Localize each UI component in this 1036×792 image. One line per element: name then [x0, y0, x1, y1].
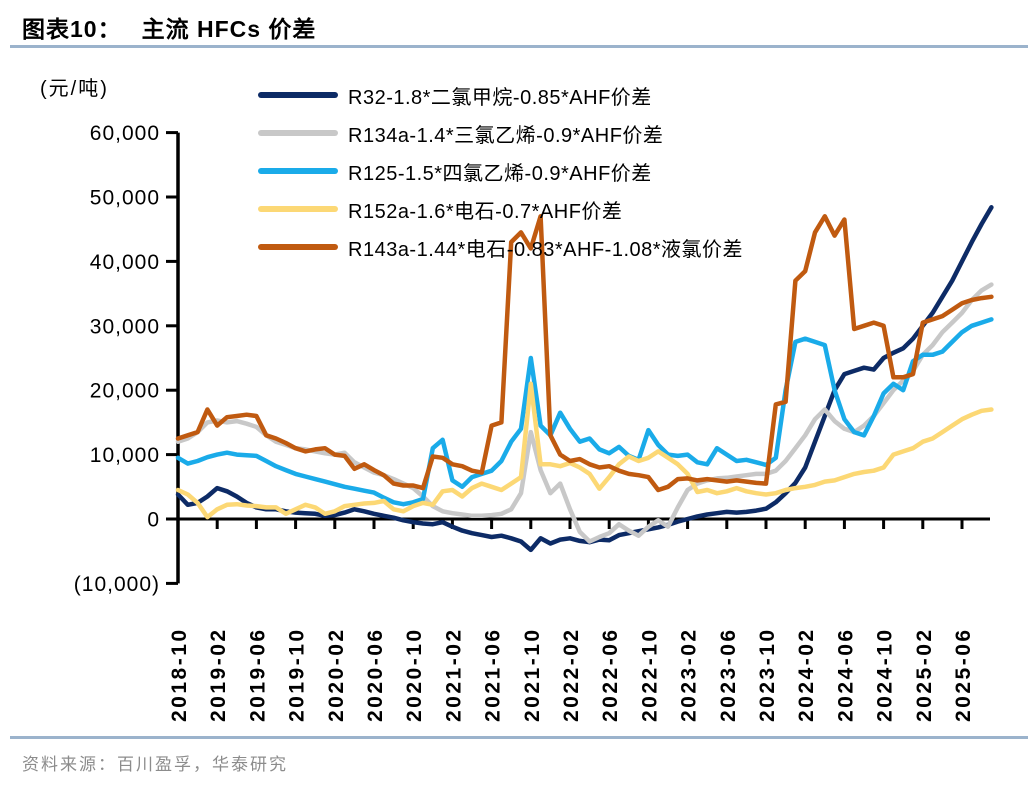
series-line — [175, 205, 994, 553]
legend-swatch-r143a-icon — [258, 244, 338, 250]
x-tick-label: 2024-10 — [874, 627, 897, 722]
x-tick-label: 2021-06 — [482, 627, 505, 722]
x-tick-label: 2020-06 — [364, 627, 387, 722]
legend-item-r125: R125-1.5*四氯乙烯-0.9*AHF价差 — [258, 152, 743, 190]
legend-label-r134a: R134a-1.4*三氯乙烯-0.9*AHF价差 — [348, 124, 664, 147]
chart-canvas: 60,000 50,000 40,000 30,000 20,000 10,000 0 (10… — [74, 122, 994, 722]
x-tick-label: 2019-10 — [286, 627, 309, 722]
y-tick-label: 50,000 — [90, 187, 160, 210]
x-tick-label: 2019-02 — [207, 627, 230, 722]
series-line — [175, 317, 994, 507]
x-tick-label: 2022-06 — [599, 627, 622, 722]
legend-swatch-r32-icon — [258, 92, 338, 98]
legend-label-r125: R125-1.5*四氯乙烯-0.9*AHF价差 — [348, 162, 652, 185]
y-tick-label: 0 — [147, 509, 160, 532]
x-tick-label: 2025-02 — [913, 627, 936, 722]
figure-title: 图表10： 主流 HFCs 价差 — [22, 10, 316, 44]
legend-label-r152a: R152a-1.6*电石-0.7*AHF价差 — [348, 200, 623, 223]
y-axis-unit-label: (元/吨) — [40, 78, 109, 100]
chart-area: 60,000 50,000 40,000 30,000 20,000 10,000 0 (10… — [40, 76, 994, 722]
y-tick-label: (10,000) — [74, 573, 160, 596]
legend-item-r143a: R143a-1.44*电石-0.83*AHF-1.08*液氯价差 — [258, 228, 743, 266]
source-note: 资料来源：百川盈孚，华泰研究 — [22, 755, 288, 774]
legend-label-r143a: R143a-1.44*电石-0.83*AHF-1.08*液氯价差 — [348, 238, 744, 261]
figure-number-label: 图表10： — [22, 16, 122, 42]
page-title: 主流 HFCs 价差 — [141, 16, 317, 42]
legend: R32-1.8*二氯甲烷-0.85*AHF价差 R134a-1.4*三氯乙烯-0… — [258, 76, 743, 266]
x-tick-label: 2022-02 — [560, 627, 583, 722]
x-tick-label: 2024-02 — [795, 627, 818, 722]
x-tick-label: 2018-10 — [168, 627, 191, 722]
title-divider — [10, 45, 1028, 48]
x-tick-label: 2021-10 — [521, 627, 544, 722]
y-tick-label: 10,000 — [90, 444, 160, 467]
legend-swatch-r152a-icon — [258, 206, 338, 212]
x-tick-label: 2021-02 — [442, 627, 465, 722]
legend-item-r32: R32-1.8*二氯甲烷-0.85*AHF价差 — [258, 76, 743, 114]
x-tick-label: 2023-10 — [756, 627, 779, 722]
y-tick-label: 30,000 — [90, 315, 160, 338]
series-line — [175, 381, 994, 520]
x-tick-label: 2020-10 — [403, 627, 426, 722]
legend-swatch-r125-icon — [258, 168, 338, 174]
x-tick-label: 2024-06 — [834, 627, 857, 722]
footer-divider — [10, 736, 1028, 739]
series-line — [175, 214, 994, 493]
x-tick-label: 2020-02 — [325, 627, 348, 722]
legend-label-r32: R32-1.8*二氯甲烷-0.85*AHF价差 — [348, 86, 652, 109]
legend-item-r134a: R134a-1.4*三氯乙烯-0.9*AHF价差 — [258, 114, 743, 152]
legend-swatch-r134a-icon — [258, 130, 338, 136]
x-tick-label: 2023-02 — [678, 627, 701, 722]
x-tick-label: 2019-06 — [246, 627, 269, 722]
y-tick-label: 40,000 — [90, 251, 160, 274]
x-tick-label: 2025-06 — [952, 627, 975, 722]
legend-item-r152a: R152a-1.6*电石-0.7*AHF价差 — [258, 190, 743, 228]
x-tick-label: 2022-10 — [638, 627, 661, 722]
x-tick-label: 2023-06 — [717, 627, 740, 722]
y-tick-label: 20,000 — [90, 380, 160, 403]
y-tick-label: 60,000 — [90, 122, 160, 145]
